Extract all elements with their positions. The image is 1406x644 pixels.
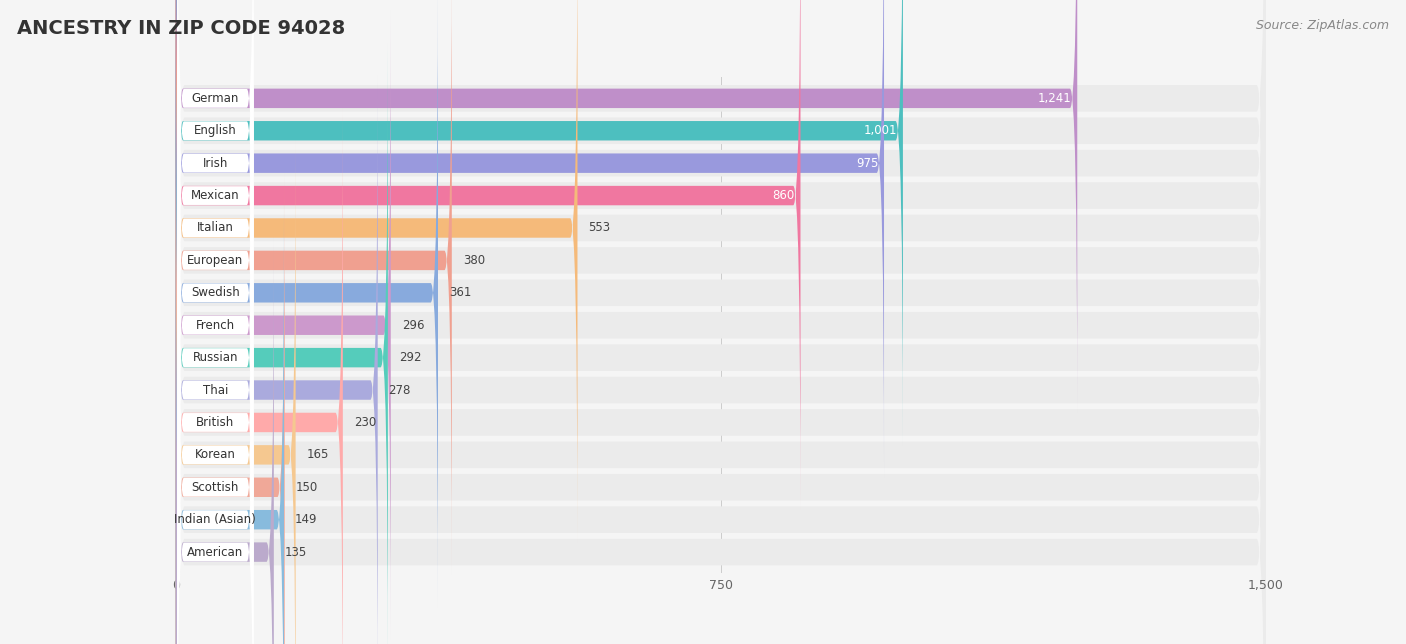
- Text: 361: 361: [449, 287, 471, 299]
- Text: Source: ZipAtlas.com: Source: ZipAtlas.com: [1256, 19, 1389, 32]
- FancyBboxPatch shape: [176, 75, 378, 644]
- FancyBboxPatch shape: [176, 0, 884, 478]
- FancyBboxPatch shape: [176, 0, 1265, 644]
- FancyBboxPatch shape: [176, 0, 1265, 571]
- Text: Scottish: Scottish: [191, 481, 239, 494]
- FancyBboxPatch shape: [176, 144, 1265, 644]
- FancyBboxPatch shape: [176, 79, 1265, 644]
- Text: ANCESTRY IN ZIP CODE 94028: ANCESTRY IN ZIP CODE 94028: [17, 19, 344, 39]
- FancyBboxPatch shape: [176, 205, 284, 644]
- FancyBboxPatch shape: [176, 0, 1265, 644]
- FancyBboxPatch shape: [176, 176, 1265, 644]
- FancyBboxPatch shape: [176, 173, 285, 644]
- FancyBboxPatch shape: [177, 0, 253, 381]
- FancyBboxPatch shape: [176, 140, 295, 644]
- FancyBboxPatch shape: [176, 0, 439, 607]
- FancyBboxPatch shape: [176, 111, 1265, 644]
- FancyBboxPatch shape: [177, 75, 253, 640]
- FancyBboxPatch shape: [176, 0, 1265, 644]
- Text: 553: 553: [588, 222, 610, 234]
- Text: Mexican: Mexican: [191, 189, 239, 202]
- FancyBboxPatch shape: [176, 0, 578, 542]
- Text: Russian: Russian: [193, 351, 238, 364]
- Text: German: German: [191, 92, 239, 105]
- Text: 292: 292: [399, 351, 422, 364]
- Text: 135: 135: [285, 545, 307, 558]
- FancyBboxPatch shape: [177, 205, 253, 644]
- FancyBboxPatch shape: [176, 0, 1077, 413]
- FancyBboxPatch shape: [177, 0, 253, 510]
- FancyBboxPatch shape: [177, 108, 253, 644]
- Text: Korean: Korean: [195, 448, 236, 461]
- Text: 1,241: 1,241: [1038, 92, 1071, 105]
- Text: 165: 165: [307, 448, 329, 461]
- FancyBboxPatch shape: [177, 43, 253, 607]
- Text: English: English: [194, 124, 236, 137]
- Text: Thai: Thai: [202, 384, 228, 397]
- FancyBboxPatch shape: [176, 11, 391, 639]
- Text: 230: 230: [354, 416, 375, 429]
- FancyBboxPatch shape: [176, 0, 1265, 603]
- Text: French: French: [195, 319, 235, 332]
- FancyBboxPatch shape: [176, 0, 1265, 474]
- FancyBboxPatch shape: [177, 0, 253, 446]
- FancyBboxPatch shape: [176, 108, 343, 644]
- FancyBboxPatch shape: [177, 173, 253, 644]
- Text: British: British: [197, 416, 235, 429]
- Text: 149: 149: [295, 513, 318, 526]
- Text: Irish: Irish: [202, 156, 228, 169]
- FancyBboxPatch shape: [176, 0, 1265, 636]
- FancyBboxPatch shape: [176, 0, 1265, 506]
- FancyBboxPatch shape: [177, 140, 253, 644]
- Text: 380: 380: [463, 254, 485, 267]
- FancyBboxPatch shape: [177, 270, 253, 644]
- Text: 975: 975: [856, 156, 879, 169]
- Text: Indian (Asian): Indian (Asian): [174, 513, 256, 526]
- FancyBboxPatch shape: [176, 47, 1265, 644]
- FancyBboxPatch shape: [176, 14, 1265, 644]
- Text: Italian: Italian: [197, 222, 233, 234]
- Text: 860: 860: [772, 189, 794, 202]
- Text: 1,001: 1,001: [863, 124, 897, 137]
- FancyBboxPatch shape: [177, 0, 253, 543]
- FancyBboxPatch shape: [177, 10, 253, 575]
- FancyBboxPatch shape: [176, 238, 274, 644]
- Text: 296: 296: [402, 319, 425, 332]
- Text: 278: 278: [388, 384, 411, 397]
- Text: Swedish: Swedish: [191, 287, 239, 299]
- FancyBboxPatch shape: [177, 0, 253, 478]
- FancyBboxPatch shape: [177, 0, 253, 413]
- FancyBboxPatch shape: [176, 0, 451, 575]
- FancyBboxPatch shape: [177, 238, 253, 644]
- Text: European: European: [187, 254, 243, 267]
- FancyBboxPatch shape: [176, 0, 800, 510]
- Text: American: American: [187, 545, 243, 558]
- FancyBboxPatch shape: [176, 0, 903, 445]
- Text: 150: 150: [295, 481, 318, 494]
- FancyBboxPatch shape: [176, 43, 388, 644]
- FancyBboxPatch shape: [176, 0, 1265, 539]
